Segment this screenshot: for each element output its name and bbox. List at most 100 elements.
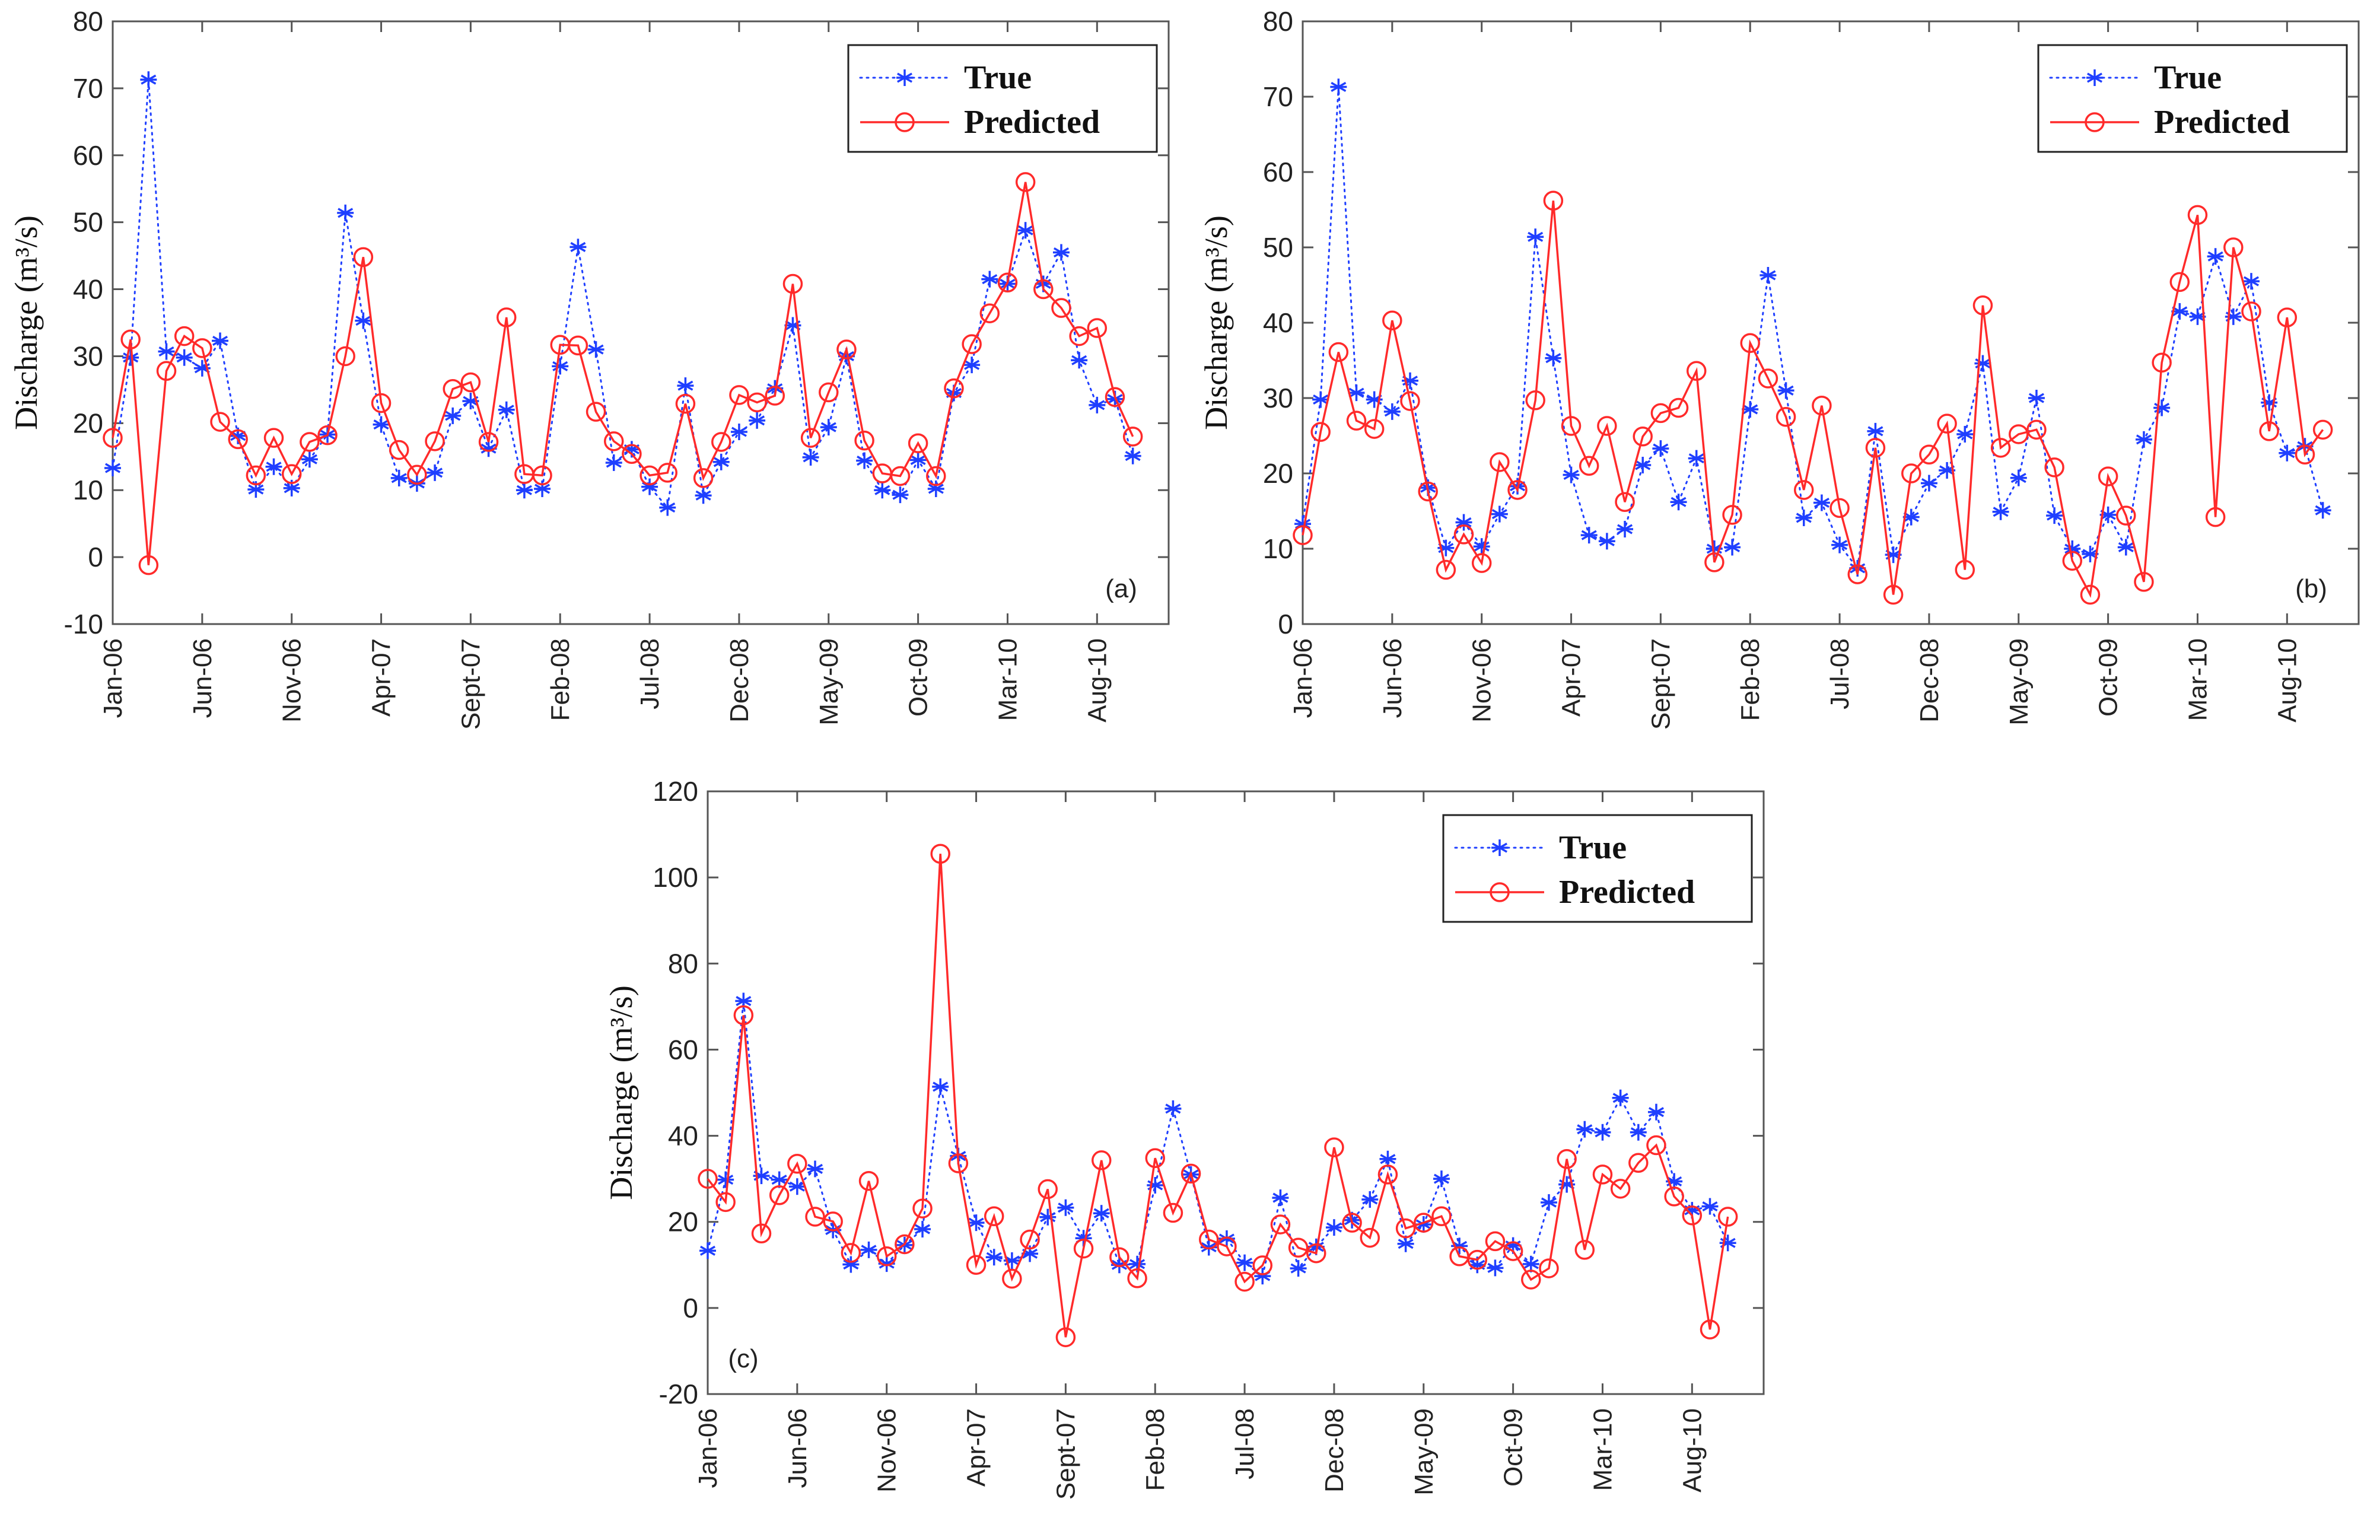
predicted-point [675,393,696,414]
true-point [104,459,121,476]
predicted-point [729,385,749,405]
true-point [158,343,175,360]
true-point [1236,1254,1253,1271]
true-point [337,204,354,221]
panel-label: (c) [728,1344,758,1373]
x-tick-label: Aug-10 [2273,638,2302,723]
true-point [427,464,444,481]
true-point [176,349,193,366]
x-tick-label: Apr-07 [962,1408,991,1487]
predicted-point [1628,1153,1649,1173]
predicted-point [2062,551,2083,571]
y-tick-label: 40 [1263,307,1293,338]
predicted-point [1646,1135,1666,1156]
true-point [587,341,604,358]
predicted-point [1324,1137,1344,1157]
predicted-point [1610,1179,1631,1199]
legend-predicted-marker [1490,882,1510,902]
x-tick-label: Jul-08 [635,638,664,709]
legend-box [847,44,1158,153]
predicted-point [979,303,1000,323]
predicted-point [603,431,624,451]
predicted-point [966,1255,987,1275]
true-point [1383,403,1401,420]
true-point [860,1241,877,1258]
true-point [301,451,318,468]
true-point [1992,503,2009,520]
predicted-point [876,1246,897,1267]
legend: True Predicted [847,44,1158,153]
x-tick-label: Jul-08 [1230,1408,1259,1479]
x-axis: Jan-06 Jun-06 Nov-06 Apr-07 Sept-07 Feb-08 Jul… [98,21,1112,730]
true-point [1491,505,1508,523]
true-point [1397,1235,1414,1252]
true-point [981,271,998,288]
true-point [909,451,927,469]
legend: True Predicted [2037,44,2348,153]
predicted-point [948,1153,969,1173]
predicted-point [2009,424,2029,444]
predicted-point [1377,1164,1398,1185]
true-point [1129,1255,1146,1272]
predicted-point [2295,444,2315,464]
true-point [2117,539,2134,556]
predicted-point [389,440,409,460]
predicted-point [1051,298,1071,318]
predicted-point [787,1153,807,1174]
x-tick-label: Sept-07 [1646,638,1675,730]
predicted-point [1471,553,1492,573]
predicted-point [2134,572,2154,592]
chart-panel-b: 0 10 20 30 40 50 60 70 80 Jan-06 Jun-06 Nov-06 Apr-0… [1198,6,2360,730]
true-point [390,469,408,486]
predicted-point [1865,438,1886,458]
y-axis-label: Discharge (m³/s) [8,215,44,430]
predicted-point [353,247,374,268]
chart-panel-c: -20 0 20 40 60 80 100 120 Jan-06 Jun-06 Nov-06 Apr-… [603,776,1765,1500]
predicted-point [1055,1327,1076,1347]
true-point [1742,401,1759,418]
x-tick-label: Aug-10 [1678,1408,1707,1493]
x-tick-label: Apr-07 [367,638,396,717]
true-point [1455,514,1472,531]
true-point [1325,1219,1342,1236]
predicted-point [1346,411,1367,431]
true-point [1124,447,1141,464]
predicted-point [1650,403,1671,424]
predicted-point [228,429,248,450]
predicted-point [1020,1229,1040,1250]
panel-label: (a) [1105,574,1137,603]
true-point [355,312,372,329]
predicted-point [769,1185,790,1205]
predicted-point [1467,1249,1488,1270]
true-point [1867,422,1884,440]
legend-predicted-marker [2085,112,2105,132]
predicted-point [1122,427,1143,447]
predicted-point [1700,1319,1720,1339]
x-tick-label: Jun-06 [783,1408,812,1488]
true-point [1563,466,1580,483]
x-tick-label: Oct-09 [904,638,933,717]
predicted-point [890,466,911,486]
y-tick-label: 10 [1263,533,1293,564]
true-point [963,357,981,374]
true-point [1647,1103,1665,1121]
predicted-point [1431,1206,1452,1227]
x-tick-label: Jan-06 [693,1408,723,1488]
predicted-point [103,428,123,448]
predicted-point [210,412,230,432]
y-axis: 0 10 20 30 40 50 60 70 80 [1263,6,2359,639]
predicted-point [1234,1271,1255,1292]
predicted-point [1990,438,2011,458]
predicted-point [156,361,177,381]
true-point [1473,538,1490,555]
true-point [932,1078,949,1095]
series-predicted-line [112,182,1134,565]
predicted-point [2312,419,2333,440]
predicted-point [1561,416,1582,436]
legend-true-marker [1491,839,1508,856]
predicted-point [317,425,338,446]
true-point [1093,1205,1110,1222]
predicted-point [782,273,803,294]
x-tick-label: Feb-08 [546,638,575,721]
y-axis: -10 0 10 20 30 40 50 60 70 80 [64,6,1169,639]
